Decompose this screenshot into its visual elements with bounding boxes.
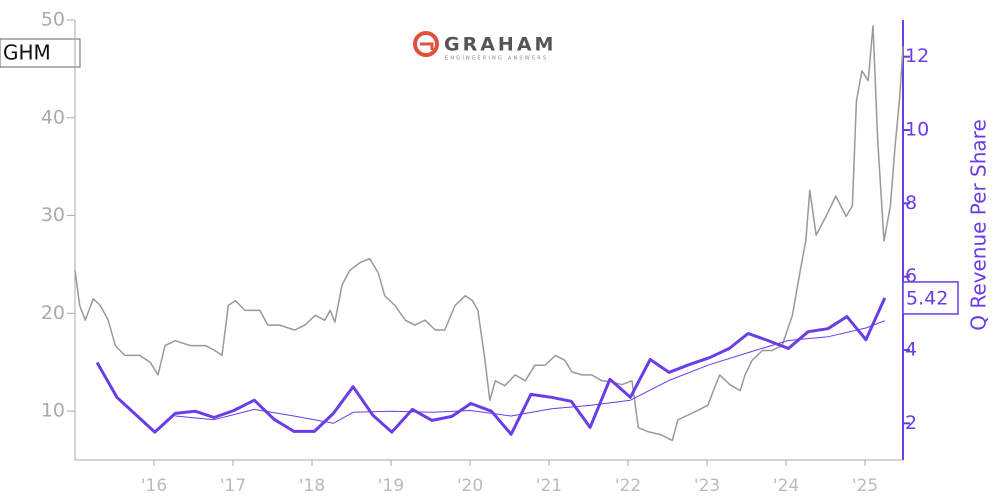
y2-tick-label: 4 — [905, 339, 917, 361]
line-series — [95, 297, 887, 436]
y-tick-label: 30 — [41, 204, 65, 226]
y-tick-label: 20 — [41, 302, 65, 324]
ticker-label: GHM — [3, 41, 51, 65]
x-tick-label: '20 — [457, 476, 483, 496]
logo-icon — [413, 31, 439, 57]
x-tick-label: '21 — [536, 476, 562, 496]
y-tick-label: 10 — [41, 400, 65, 422]
x-tick-label: '24 — [773, 476, 799, 496]
x-tick-label: '22 — [615, 476, 641, 496]
y2-tick-label: 12 — [905, 45, 929, 67]
line-series — [175, 320, 885, 424]
x-tick-label: '17 — [220, 476, 246, 496]
x-tick-label: '25 — [852, 476, 878, 496]
x-tick-label: '19 — [378, 476, 404, 496]
x-tick-label: '18 — [299, 476, 325, 496]
logo-text: GRAHAM — [444, 34, 556, 56]
x-tick-label: '16 — [141, 476, 167, 496]
logo: GRAHAM ENGINEERING ANSWERS — [413, 31, 556, 62]
y2-tick-label: 10 — [905, 119, 929, 141]
y-tick-label: 40 — [41, 106, 65, 128]
y2-tick-label: 2 — [905, 412, 917, 434]
logo-icon — [420, 42, 434, 50]
x-tick-label: '23 — [694, 476, 720, 496]
y2-axis-title: Q Revenue Per Share — [967, 119, 991, 331]
logo-tagline: ENGINEERING ANSWERS — [445, 56, 548, 62]
y2-tick-label: 8 — [905, 192, 917, 214]
y-tick-label: 50 — [41, 9, 65, 31]
value-label: 5.42 — [906, 287, 948, 309]
ticker-box — [0, 38, 81, 68]
value-label-box — [902, 281, 959, 315]
line-series — [74, 25, 904, 442]
